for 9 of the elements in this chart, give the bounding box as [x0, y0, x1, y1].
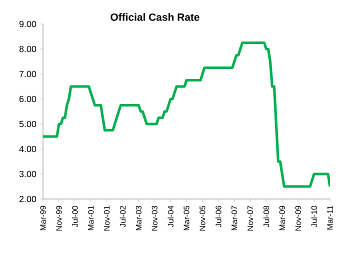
y-tick-label: 2.00: [19, 196, 36, 202]
y-tick-label: 7.00: [19, 70, 36, 78]
y-tick-label: 9.00: [19, 20, 36, 28]
y-tick-label: 8.00: [19, 46, 36, 52]
chart-title: Official Cash Rate: [110, 13, 200, 21]
y-tick-label: 5.00: [19, 120, 36, 128]
y-tick-label: 3.00: [19, 170, 36, 178]
y-tick-label: 6.00: [19, 96, 36, 102]
y-tick-label: 4.00: [19, 146, 36, 152]
